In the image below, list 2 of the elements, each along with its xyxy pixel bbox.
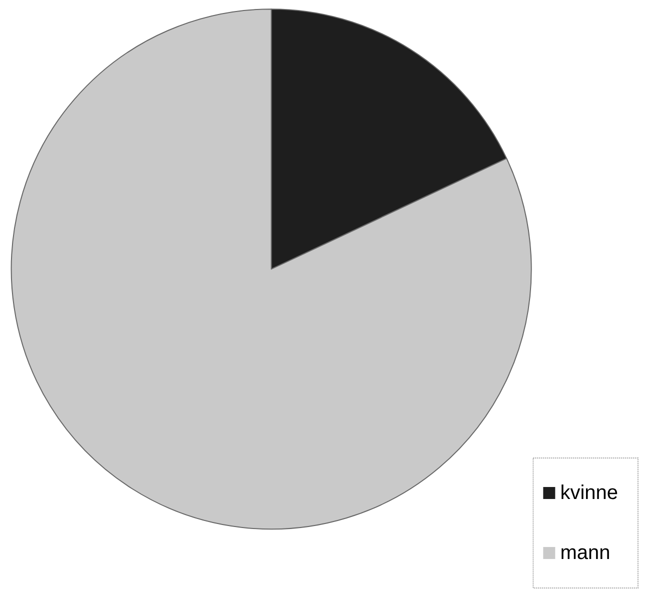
legend-label: kvinne: [560, 482, 618, 504]
legend-label: mann: [560, 542, 610, 564]
